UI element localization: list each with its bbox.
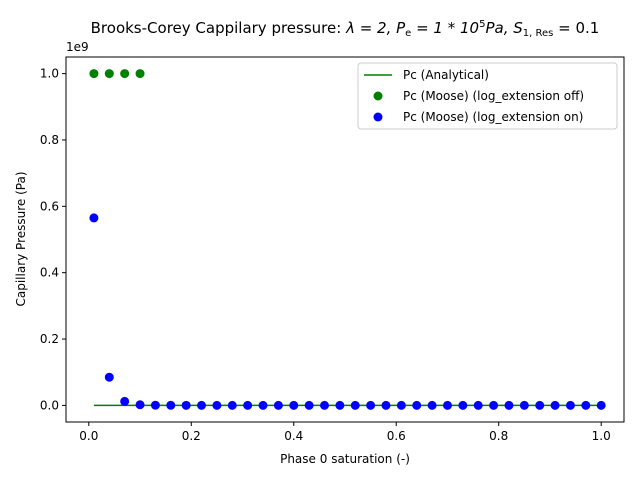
axis-ticks: 0.0 0.2 0.4 0.6 0.8 1.0 0.0 0.2 0.4 0.6 0.8 1.0: [40, 67, 611, 443]
data-point-series-2: [181, 400, 191, 410]
data-point-series-2: [273, 400, 283, 410]
title-s-sub: 1, Res: [523, 28, 554, 39]
y-tick-label: 0.2: [40, 332, 59, 346]
title-lambda: λ = 2,: [345, 19, 396, 37]
x-tick-label: 0.8: [489, 429, 508, 443]
legend-marker-log-off: [373, 91, 383, 101]
data-point-series-2: [504, 400, 514, 410]
title-pe: P: [396, 19, 406, 37]
title-pe-eq: = 1 * 10: [411, 19, 479, 37]
title-pe-sub: e: [405, 28, 411, 39]
data-point-series-2: [366, 400, 376, 410]
y-axis-label: Capillary Pressure (Pa): [14, 171, 28, 306]
x-tick-label: 0.6: [387, 429, 406, 443]
data-point-series-2: [350, 400, 360, 410]
y-tick-label: 0.6: [40, 199, 59, 213]
data-point-series-2: [150, 400, 160, 410]
data-point-series-1: [135, 69, 145, 79]
data-point-series-2: [396, 400, 406, 410]
legend-marker-log-on: [373, 112, 383, 122]
data-point-series-2: [289, 400, 299, 410]
data-point-series-1: [104, 69, 114, 79]
data-point-series-2: [120, 396, 130, 406]
y-axis-multiplier: 1e9: [66, 40, 89, 54]
data-point-series-2: [381, 400, 391, 410]
x-tick-label: 1.0: [592, 429, 611, 443]
legend-box: [357, 62, 618, 130]
data-point-series-2: [596, 400, 606, 410]
x-tick-label: 0.4: [284, 429, 303, 443]
data-point-series-1: [89, 69, 99, 79]
data-point-series-2: [304, 400, 314, 410]
data-point-series-1: [120, 69, 130, 79]
y-tick-label: 0.8: [40, 133, 59, 147]
data-point-series-2: [243, 400, 253, 410]
x-tick-label: 0.0: [79, 429, 98, 443]
title-pe-sup: 5: [479, 19, 485, 30]
data-point-series-2: [550, 400, 560, 410]
data-point-series-2: [166, 400, 176, 410]
data-point-series-2: [473, 400, 483, 410]
title-pe-unit: Pa,: [485, 19, 513, 37]
data-point-series-2: [212, 400, 222, 410]
data-point-series-2: [412, 400, 422, 410]
plot-area: [89, 69, 606, 410]
data-point-series-2: [258, 400, 268, 410]
legend: Pc (Analytical) Pc (Moose) (log_extensio…: [357, 62, 618, 130]
data-point-series-2: [197, 400, 207, 410]
data-point-series-2: [320, 400, 330, 410]
y-tick-label: 0.4: [40, 266, 59, 280]
data-point-series-2: [458, 400, 468, 410]
legend-label-log-on: Pc (Moose) (log_extension on): [403, 110, 583, 124]
title-s: S: [513, 19, 523, 37]
data-point-series-2: [519, 400, 529, 410]
data-point-series-2: [565, 400, 575, 410]
data-point-series-2: [442, 400, 452, 410]
data-point-series-2: [135, 400, 145, 410]
data-point-series-2: [335, 400, 345, 410]
title-prefix: Brooks-Corey Cappilary pressure:: [91, 19, 346, 37]
y-tick-label: 1.0: [40, 67, 59, 81]
data-point-series-2: [89, 213, 99, 223]
data-point-series-2: [581, 400, 591, 410]
y-tick-label: 0.0: [40, 398, 59, 412]
title-s-eq: = 0.1: [553, 19, 599, 37]
x-tick-label: 0.2: [182, 429, 201, 443]
data-point-series-2: [427, 400, 437, 410]
data-point-series-2: [535, 400, 545, 410]
data-point-series-2: [489, 400, 499, 410]
axes-frame: [65, 56, 625, 423]
x-axis-label: Phase 0 saturation (-): [280, 452, 410, 466]
legend-label-analytical: Pc (Analytical): [403, 68, 489, 82]
data-point-series-2: [227, 400, 237, 410]
legend-label-log-off: Pc (Moose) (log_extension off): [403, 89, 584, 103]
data-point-series-2: [104, 372, 114, 382]
chart-title: Brooks-Corey Cappilary pressure: λ = 2, …: [91, 19, 600, 39]
